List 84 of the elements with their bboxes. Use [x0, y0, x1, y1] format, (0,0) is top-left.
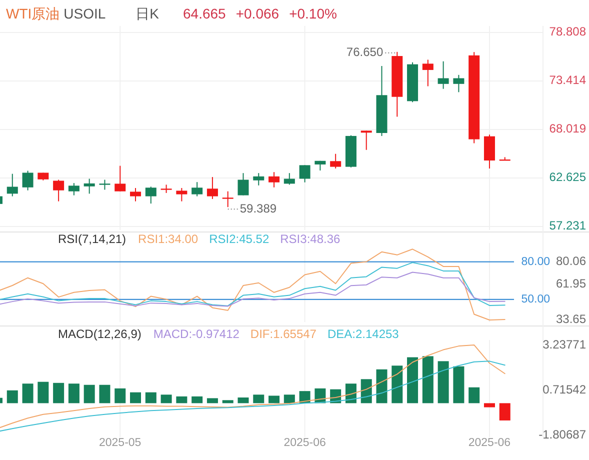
candlestick: [284, 172, 295, 186]
text: 日K: [136, 6, 160, 22]
candlestick: [53, 179, 64, 202]
candlestick: [192, 182, 203, 197]
bar: [453, 366, 464, 404]
candlestick: [299, 164, 310, 183]
bar: [222, 400, 234, 404]
bar: [84, 384, 95, 404]
y-tick-label: 61.95: [556, 276, 586, 291]
bar: [376, 369, 388, 404]
y-tick-label: -1.80687: [538, 428, 586, 442]
bar: [360, 379, 372, 404]
candlestick: [238, 172, 249, 196]
text: RSI2:45.52: [209, 232, 270, 246]
bar: [38, 382, 49, 404]
x-tick-label: 2025-06: [468, 437, 511, 450]
bar: [499, 403, 510, 420]
bar: [268, 396, 280, 404]
y-tick-label: 68.019: [549, 122, 586, 136]
candlestick: [99, 179, 110, 190]
candlestick: [330, 153, 342, 170]
text: DIF:1.65547: [250, 327, 317, 342]
annotation: 76.650: [346, 45, 384, 60]
bar: [22, 384, 34, 404]
bar: [130, 392, 142, 404]
y-tick-label: 78.808: [549, 24, 586, 39]
candlestick: [360, 130, 372, 150]
annotation: MACD:-0.97412: [153, 327, 240, 342]
bar: [422, 356, 434, 404]
ref-line-label: 50.00: [521, 293, 550, 306]
ref-line-label: 80.00: [521, 256, 550, 268]
bar: [407, 357, 418, 404]
y-tick-label: 57.231: [549, 218, 586, 233]
y-tick-label: 73.414: [549, 73, 586, 88]
x-tick-label: 2025-05: [99, 437, 142, 450]
candlestick: [130, 188, 142, 202]
candlestick: [84, 178, 95, 194]
y-tick-label: 80.06: [556, 254, 586, 268]
bar: [114, 388, 126, 404]
candlestick: [6, 173, 18, 197]
bar: [206, 398, 218, 404]
candlestick: [68, 182, 80, 196]
candlestick: [22, 170, 34, 191]
bar: [192, 396, 203, 404]
bar: [68, 384, 80, 404]
bar: [484, 403, 495, 408]
candlestick: [438, 60, 449, 90]
bar: [99, 384, 110, 404]
bar: [468, 387, 480, 404]
text: RSI1:34.00: [138, 232, 198, 246]
candlestick: [176, 188, 188, 202]
candlestick: [222, 190, 234, 208]
candlestick: [268, 172, 280, 188]
candlestick: [422, 59, 434, 87]
bar: [53, 382, 64, 404]
bar: [238, 397, 249, 404]
bar: [438, 361, 449, 404]
y-tick-label: 62.625: [549, 170, 586, 184]
bar: [392, 366, 403, 404]
y-tick-label: 3.23771: [542, 338, 586, 352]
text: +0.10%: [289, 6, 337, 22]
bar: [284, 394, 295, 404]
candlestick: [114, 165, 126, 192]
y-tick-label: 33.65: [556, 312, 586, 326]
bar: [253, 394, 264, 404]
chart-title: WTI原油: [6, 6, 60, 22]
legend-title: MACD(12,26,9): [58, 327, 142, 342]
text: +0.066: [236, 6, 280, 22]
candlestick: [253, 172, 264, 186]
candlestick: [145, 186, 156, 204]
chart-subtitle: USOIL: [64, 6, 106, 22]
text: RSI3:48.36: [280, 232, 341, 246]
candlestick: [206, 176, 218, 200]
bar: [160, 394, 172, 404]
annotation: 59.389: [240, 201, 277, 216]
x-tick-label: 2025-06: [284, 437, 326, 450]
bar: [145, 392, 156, 404]
bar: [176, 396, 188, 404]
y-tick-label: 0.71542: [542, 382, 586, 397]
legend-title: RSI(7,14,21): [58, 232, 126, 246]
bar: [6, 390, 18, 404]
text: DEA:2.14253: [327, 327, 400, 342]
text: 64.665: [183, 6, 226, 22]
candlestick: [453, 74, 464, 93]
